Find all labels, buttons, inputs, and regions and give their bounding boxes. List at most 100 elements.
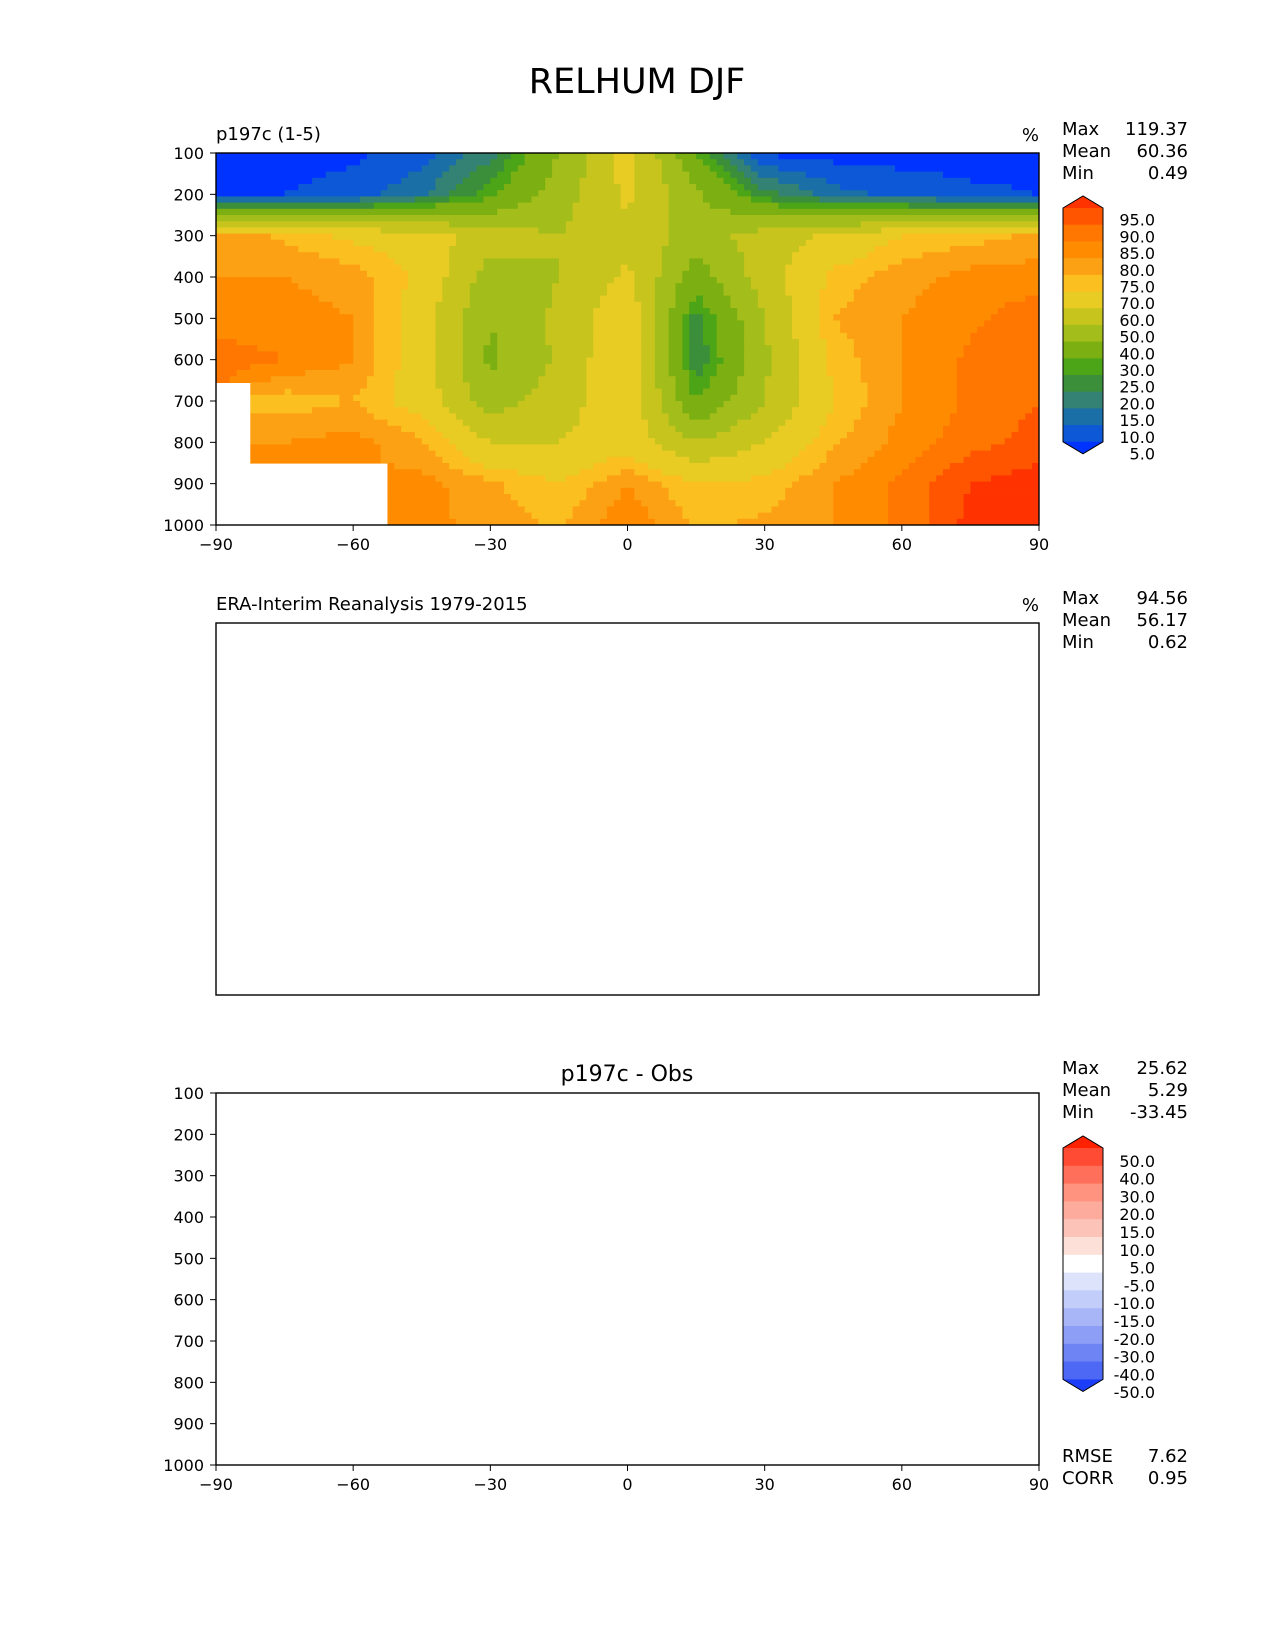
contour-cell (730, 171, 745, 179)
contour-cell (792, 1434, 978, 1441)
contour-cell (785, 277, 827, 284)
contour-cell (428, 190, 450, 197)
contour-cell (737, 1254, 799, 1261)
contour-cell (586, 382, 642, 390)
contour-cell (237, 1186, 272, 1193)
contour-cell (373, 370, 395, 377)
contour-cell (826, 345, 855, 352)
contour-cell (668, 320, 683, 328)
contour-cell (339, 363, 375, 371)
contour-cell (901, 320, 985, 328)
contour-cell (737, 308, 766, 315)
contour-cell (908, 308, 999, 315)
contour-cell (250, 419, 389, 427)
contour-cell (435, 345, 464, 352)
contour-cell (682, 401, 725, 408)
contour-cell (813, 1453, 958, 1460)
contour-cell (435, 357, 464, 365)
contour-cell (394, 1260, 463, 1267)
contour-cell (360, 388, 395, 396)
contour-cell (462, 351, 485, 359)
colorbar-swatch (1063, 224, 1103, 242)
contour-cell (497, 345, 553, 352)
contour-cell (648, 512, 683, 520)
contour-cell (840, 320, 903, 328)
contour-cell (984, 239, 1039, 247)
contour-cell (483, 1378, 614, 1385)
contour-cell (874, 1112, 943, 1119)
contour-cell (942, 469, 1013, 476)
contour-cell (456, 413, 581, 421)
contour-cell (826, 357, 862, 365)
contour-cell (792, 481, 834, 489)
contour-cell (620, 469, 635, 476)
contour-cell (470, 1242, 738, 1249)
contour-cell (470, 1180, 814, 1187)
contour-cell (387, 1130, 484, 1137)
contour-cell (785, 494, 834, 501)
contour-cell (661, 165, 683, 173)
contour-cell (469, 456, 608, 464)
colorbar-swatch (1063, 1219, 1103, 1238)
contour-cell (477, 1434, 656, 1441)
contour-cell (654, 339, 670, 346)
contour-cell (614, 1353, 642, 1360)
contour-cell (586, 376, 642, 383)
contour-cell (579, 469, 622, 476)
contour-cell (716, 159, 731, 166)
contour-cell (449, 246, 663, 253)
contour-cell (593, 351, 642, 359)
contour-cell (250, 1155, 347, 1162)
contour-cell (394, 1384, 443, 1391)
contour-cell (874, 450, 924, 458)
colorbar-label: 20.0 (1119, 1205, 1155, 1224)
contour-cell (1018, 1372, 1039, 1379)
contour-cell (812, 190, 869, 197)
contour-cell (490, 1397, 628, 1404)
contour-cell (366, 382, 395, 390)
contour-cell (757, 301, 793, 309)
contour-cell (401, 1143, 806, 1150)
contour-cell (675, 283, 725, 290)
contour-cell (806, 1143, 848, 1150)
contour-cell (956, 388, 1039, 396)
contour-cell (606, 289, 635, 297)
contour-cell (517, 165, 553, 173)
contour-cell (243, 1143, 285, 1150)
contour-cell (216, 1093, 477, 1100)
contour-cell (579, 413, 642, 421)
contour-cell (936, 277, 1039, 284)
contour-cell (751, 1273, 806, 1280)
contour-cell (737, 314, 766, 321)
contour-cell (757, 159, 834, 166)
contour-cell (401, 332, 437, 340)
x-tick-label: 0 (622, 1475, 632, 1494)
contour-cell (250, 413, 375, 421)
contour-cell (813, 1279, 1040, 1286)
contour-cell (613, 165, 635, 173)
contour-cell (333, 1372, 395, 1379)
colorbar-swatch (1063, 1308, 1103, 1327)
contour-cell (682, 165, 711, 173)
contour-cell (497, 351, 553, 359)
metric-value: 0.95 (1148, 1468, 1188, 1489)
y-tick-label: 200 (173, 1125, 204, 1144)
contour-cell (490, 1229, 737, 1236)
contour-cell (442, 394, 471, 402)
contour-cell (792, 1428, 978, 1435)
contour-cell (634, 283, 656, 290)
contour-cell (216, 339, 238, 346)
contour-cell (936, 475, 992, 483)
contour-cell (470, 1291, 621, 1298)
contour-cell (792, 456, 827, 464)
contour-cell (833, 394, 869, 402)
contour-cell (798, 184, 841, 191)
contour-cell (401, 295, 443, 303)
panel-model: p197c (1-5) % 10020030040050060070080090… (163, 119, 1188, 554)
contour-cell (744, 264, 786, 272)
contour-cell (216, 1236, 265, 1243)
contour-cell (956, 370, 1039, 377)
contour-cell (558, 258, 663, 266)
contour-cell (668, 314, 683, 321)
contour-cell (826, 1124, 868, 1131)
